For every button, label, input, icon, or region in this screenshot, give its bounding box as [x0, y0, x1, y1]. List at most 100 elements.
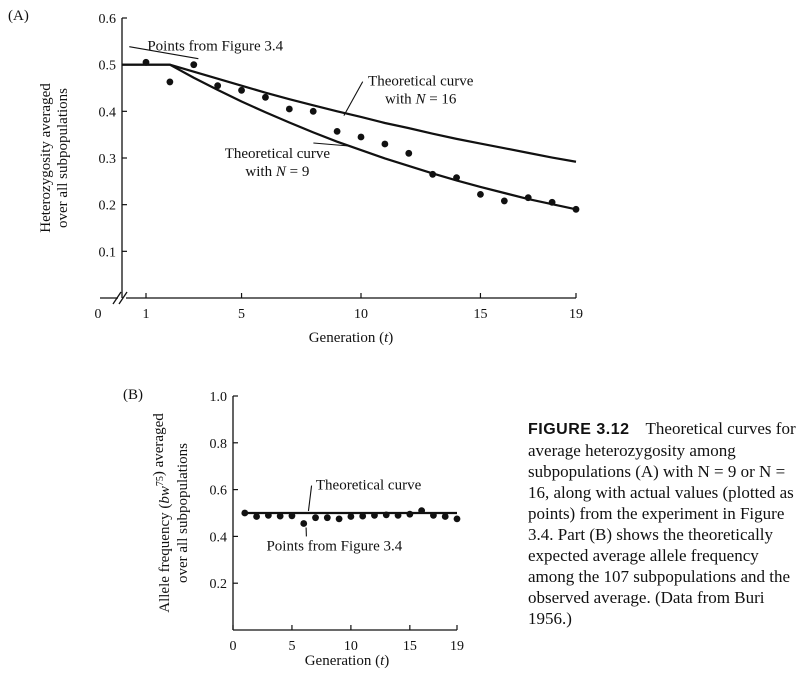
label-part: N — [414, 92, 426, 108]
data-point — [548, 198, 556, 206]
label-part: over all subpopulations — [55, 88, 71, 228]
y-tick-label: 0.8 — [210, 437, 228, 452]
x-tick-label: 10 — [354, 307, 368, 322]
label-part: Allele frequency ( — [157, 504, 173, 613]
x-tick-label: 15 — [473, 307, 487, 322]
data-point — [276, 512, 284, 520]
y-tick-label: 0.6 — [99, 12, 117, 27]
leader-line — [343, 81, 364, 116]
data-point — [142, 58, 150, 66]
data-point — [453, 515, 461, 523]
x-tick-label: 15 — [403, 639, 417, 654]
y-tick-label: 0.2 — [210, 577, 228, 592]
y-tick-label: 0.5 — [99, 59, 117, 74]
origin-label: 0 — [95, 307, 102, 322]
data-point — [572, 205, 580, 213]
data-point — [335, 515, 343, 523]
chart-panel-a: (A)0.10.20.30.40.50.61 5 10 15 190Heterozygo… — [8, 8, 583, 346]
annotation-label: Theoretical curve — [316, 478, 422, 494]
leader-line — [307, 485, 313, 512]
label-part: Theoretical curve — [368, 74, 474, 90]
data-point — [405, 149, 413, 157]
label-part: ) — [384, 653, 389, 669]
label-part: Generation — [309, 330, 379, 346]
label-italic: t — [380, 653, 385, 669]
data-point — [418, 507, 426, 515]
data-point — [381, 140, 389, 148]
data-point — [430, 511, 437, 519]
data-point — [323, 514, 331, 522]
chart-panel-b: (B) 0.2 0.4 0.6 0.8 1.0 0 5 10 15 19 Allele frequen… — [123, 387, 464, 669]
data-point — [241, 509, 249, 517]
label-part: Points from Figure 3.4 — [266, 538, 402, 554]
y-tick-label: 0.4 — [210, 530, 228, 545]
y-axis-title: Allele frequency (bw75) averaged — [151, 413, 173, 613]
panel-label: (B) — [123, 387, 143, 403]
label-part: ( — [375, 653, 380, 669]
annotation-label: Theoretical curve — [225, 146, 331, 162]
series-line — [122, 63, 577, 163]
annotation-label: Points from Figure 3.4 — [147, 39, 283, 55]
x-axis-title: Generation (t) — [305, 653, 390, 669]
data-point — [309, 107, 317, 115]
annotation-label: with N = 16 — [385, 92, 457, 108]
y-axis-title: Heterozygosity averaged — [38, 83, 54, 233]
label-part: with — [245, 164, 275, 180]
data-point — [253, 513, 260, 520]
y-axis-title: over all subpopulations — [175, 443, 191, 583]
data-point — [300, 520, 308, 527]
data-point — [524, 194, 532, 202]
x-tick-label: 5 — [288, 639, 295, 654]
data-point — [166, 78, 174, 86]
label-part: ) — [388, 330, 393, 346]
x-tick-label: 19 — [569, 307, 583, 322]
data-point — [333, 127, 341, 135]
y-tick-label: 0.6 — [210, 484, 228, 499]
data-point — [429, 170, 437, 178]
x-tick-label: 0 — [230, 639, 237, 654]
y-tick-label: 0.3 — [99, 152, 117, 167]
data-point — [371, 511, 378, 519]
leader-line — [313, 142, 350, 147]
data-point — [238, 86, 245, 94]
x-tick-label: 5 — [238, 307, 245, 322]
data-point — [394, 511, 402, 519]
label-part: = 9 — [286, 164, 309, 180]
label-part: ( — [379, 330, 384, 346]
label-part: Generation — [305, 653, 375, 669]
y-tick-label: 0.4 — [99, 105, 117, 120]
data-point — [441, 513, 449, 520]
label-part: with — [385, 92, 415, 108]
label-part: ) averaged — [151, 413, 167, 476]
data-point — [347, 513, 355, 520]
label-part: Theoretical curve — [225, 146, 331, 162]
data-point — [264, 511, 272, 519]
data-point — [285, 105, 293, 113]
data-point — [288, 512, 296, 520]
label-part: bw — [157, 486, 173, 504]
annotation-label: Points from Figure 3.4 — [266, 538, 402, 554]
label-part: N — [275, 164, 287, 180]
data-point — [262, 93, 269, 101]
data-point — [359, 512, 367, 520]
y-tick-label: 0.1 — [99, 245, 117, 260]
label-part: Theoretical curve — [316, 478, 422, 494]
label-part: over all subpopulations — [175, 443, 191, 583]
axis-break-mark — [112, 291, 122, 305]
x-tick-label: 19 — [450, 639, 464, 654]
data-point — [357, 133, 365, 141]
figure-number: FIGURE 3.12 — [528, 421, 630, 438]
data-point — [214, 82, 222, 90]
x-tick-label: 10 — [344, 639, 358, 654]
y-tick-label: 1.0 — [210, 390, 228, 405]
label-superscript: 75 — [155, 476, 166, 486]
y-tick-label: 0.2 — [99, 199, 117, 214]
data-point — [382, 511, 390, 519]
x-axis-title: Generation (t) — [309, 330, 394, 346]
data-point — [190, 61, 198, 69]
label-part: Heterozygosity averaged — [38, 83, 54, 233]
annotation-label: with N = 9 — [245, 164, 309, 180]
data-point — [453, 174, 460, 182]
annotation-label: Theoretical curve — [368, 74, 474, 90]
axis-break-mark — [118, 291, 128, 305]
